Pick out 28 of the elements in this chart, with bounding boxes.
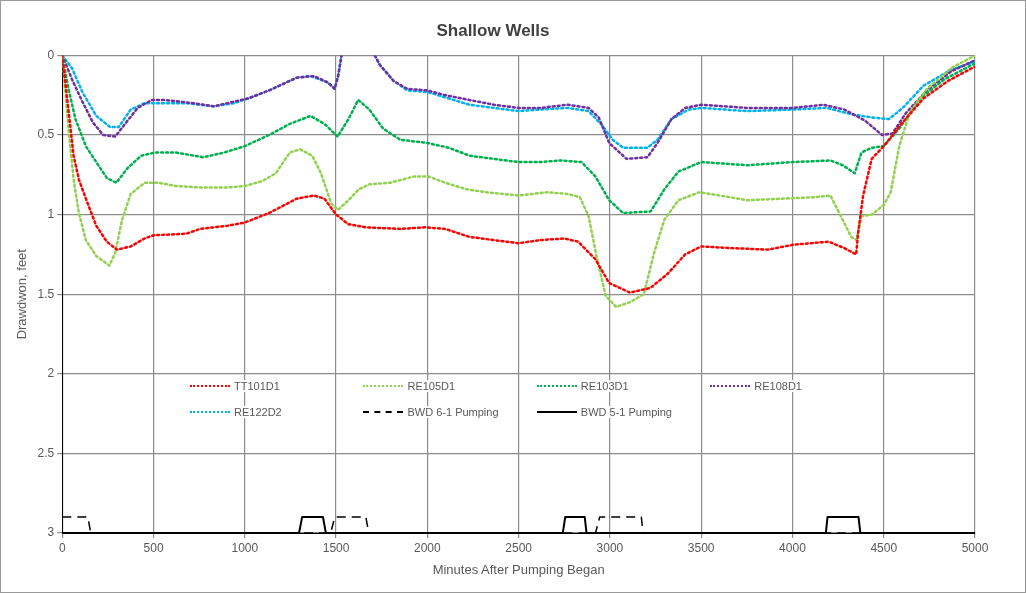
y-tick-label: 0.5 (37, 127, 55, 142)
x-tick-label: 500 (143, 540, 164, 555)
y-tick-label: 1.5 (37, 286, 55, 301)
x-tick-label: 0 (58, 540, 66, 555)
x-tick-label: 3000 (596, 540, 624, 555)
x-tick-label: 5000 (961, 540, 989, 555)
chart-title: Shallow Wells (436, 20, 550, 40)
y-tick-label: 0 (47, 47, 55, 62)
x-tick-label: 2000 (414, 540, 442, 555)
x-tick-label: 4500 (870, 540, 898, 555)
legend-label: TT101D1 (234, 380, 280, 393)
y-tick-label: 3 (47, 525, 55, 540)
y-tick-label: 2 (47, 366, 55, 381)
legend-label: RE108D1 (754, 380, 802, 393)
x-tick-label: 3500 (687, 540, 715, 555)
legend-label: RE105D1 (407, 380, 456, 393)
x-tick-label: 1500 (322, 540, 350, 555)
x-tick-label: 2500 (505, 540, 533, 555)
legend-label: RE122D2 (234, 406, 282, 419)
legend-label: RE103D1 (580, 380, 629, 393)
x-axis-title: Minutes After Pumping Began (432, 561, 605, 577)
x-tick-label: 4000 (779, 540, 807, 555)
y-tick-label: 1 (47, 206, 55, 221)
y-axis-title: Drawdwon, feet (14, 248, 30, 340)
legend-label: BWD 5-1 Pumping (580, 406, 672, 419)
legend-label: BWD 6-1 Pumping (407, 406, 499, 419)
x-tick-label: 1000 (231, 540, 259, 555)
y-tick-label: 2.5 (37, 445, 55, 460)
